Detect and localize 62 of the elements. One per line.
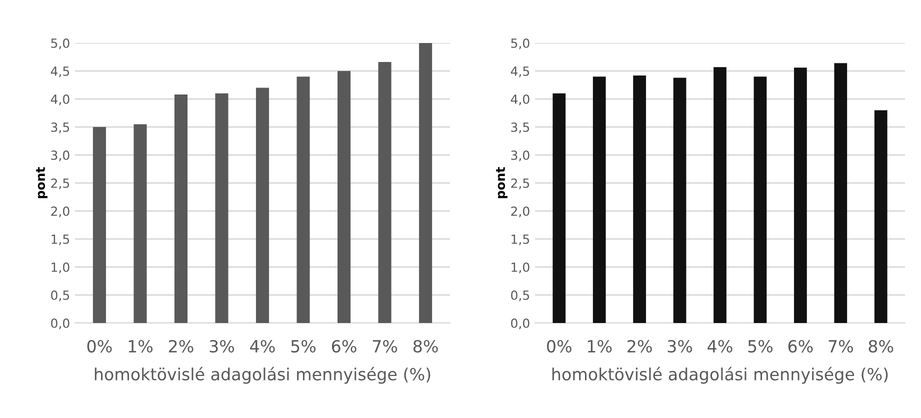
x-tick-label: 2%	[168, 340, 194, 353]
y-tick-label: 3,5	[51, 122, 70, 134]
bar	[633, 75, 646, 323]
y-tick-label: 2,5	[511, 178, 530, 190]
x-tick-label: 5%	[748, 340, 773, 353]
bar	[256, 88, 270, 323]
bar	[338, 71, 351, 323]
y-tick-label: 2,0	[511, 206, 530, 218]
y-tick-label: 4,5	[50, 66, 70, 78]
x-axis-title: homoktövislé adagolási mennyisége (%)	[94, 366, 430, 384]
x-axis-title: homoktövislé adagolási mennyisége (%)	[552, 366, 888, 384]
x-tick-label: 3%	[668, 340, 692, 353]
bar	[92, 127, 106, 323]
y-tick-label: 4,0	[50, 94, 70, 106]
x-tick-label: 4%	[250, 340, 275, 353]
y-tick-label: 1,0	[52, 262, 70, 274]
y-axis-title: pont	[496, 167, 508, 198]
x-tick-label: 8%	[868, 340, 894, 353]
bar	[874, 110, 888, 323]
y-tick-label: 0,0	[51, 318, 70, 330]
y-tick-label: 5,0	[51, 38, 70, 50]
x-tick-label: 2%	[628, 340, 652, 353]
bar	[215, 93, 228, 323]
x-tick-label: 3%	[210, 340, 234, 353]
bar	[834, 63, 848, 323]
bar	[714, 67, 726, 323]
y-axis-title: pont	[36, 167, 48, 198]
x-tick-label: 0%	[87, 340, 112, 353]
y-tick-label: 1,5	[52, 234, 70, 246]
x-tick-label: 6%	[332, 340, 356, 353]
x-tick-label: 1%	[128, 340, 153, 353]
x-tick-label: 0%	[547, 340, 572, 353]
bar	[296, 76, 310, 323]
y-tick-label: 1,5	[512, 234, 530, 246]
y-tick-label: 3,0	[511, 150, 530, 162]
y-tick-label: 2,5	[51, 178, 70, 190]
y-tick-label: 0,0	[511, 318, 530, 330]
x-tick-label: 8%	[413, 340, 438, 353]
bar	[754, 76, 767, 323]
bar	[552, 93, 566, 323]
x-tick-label: 4%	[708, 340, 732, 353]
x-tick-label: 6%	[788, 340, 813, 353]
y-tick-label: 1,0	[512, 262, 530, 274]
y-tick-label: 3,5	[511, 122, 530, 134]
y-tick-label: 0,5	[511, 290, 530, 302]
bar	[673, 78, 686, 323]
y-tick-label: 2,0	[51, 206, 70, 218]
x-tick-label: 1%	[588, 340, 612, 353]
x-tick-label: 7%	[828, 340, 853, 353]
y-tick-label: 5,0	[511, 38, 530, 50]
y-tick-label: 4,0	[510, 94, 530, 106]
x-tick-label: 5%	[291, 340, 316, 353]
bar	[794, 68, 807, 323]
y-tick-label: 3,0	[51, 150, 70, 162]
bar	[134, 124, 147, 323]
y-tick-label: 0,5	[51, 290, 70, 302]
bar	[174, 94, 188, 323]
bar	[378, 62, 392, 323]
x-tick-label: 7%	[372, 340, 398, 353]
bar	[592, 76, 606, 323]
y-tick-label: 4,5	[510, 66, 530, 78]
bar	[419, 43, 432, 323]
